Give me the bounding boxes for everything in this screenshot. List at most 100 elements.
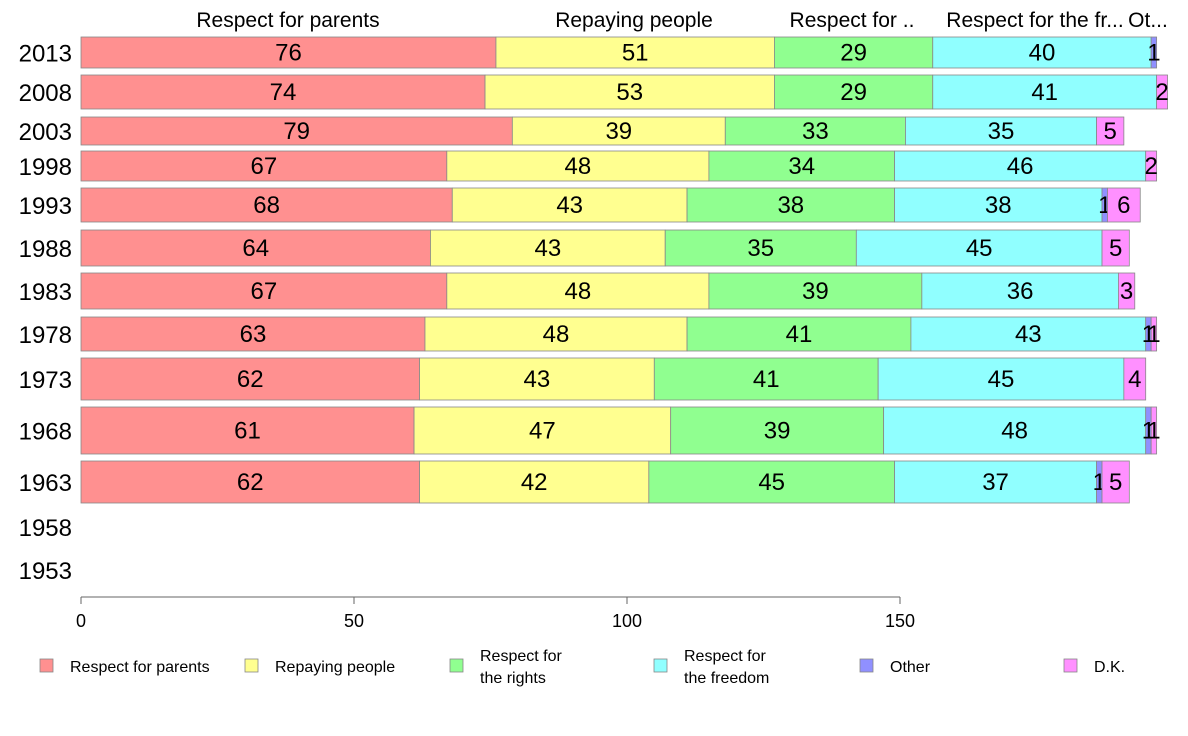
data-label: 33 bbox=[802, 118, 829, 145]
bar-segment bbox=[484, 74, 775, 110]
data-label: 62 bbox=[237, 366, 264, 393]
bar-row-1988: 64 43 35 45 5 bbox=[80, 229, 1130, 267]
legend-item: Repaying people bbox=[244, 658, 395, 676]
x-axis: 0 50 100 150 bbox=[76, 596, 915, 631]
bar-segment bbox=[80, 116, 513, 146]
bar-segment bbox=[774, 36, 934, 69]
bar-segment bbox=[1145, 150, 1158, 182]
bar-segment bbox=[932, 36, 1152, 69]
data-label: 2 bbox=[1155, 79, 1168, 106]
bar-segment bbox=[894, 187, 1103, 223]
bar-segment bbox=[910, 316, 1147, 352]
legend-swatch bbox=[244, 658, 259, 673]
legend-item: Other bbox=[859, 658, 931, 676]
data-label: 43 bbox=[1015, 321, 1042, 348]
data-label: 74 bbox=[270, 79, 297, 106]
data-label: 35 bbox=[747, 235, 774, 262]
data-label: 37 bbox=[982, 469, 1009, 496]
data-label: 61 bbox=[234, 418, 261, 445]
data-label: 5 bbox=[1104, 118, 1117, 145]
data-label: 29 bbox=[840, 40, 867, 67]
year-label: 1968 bbox=[19, 419, 72, 446]
bar-segment bbox=[686, 316, 912, 352]
bar-segment bbox=[413, 406, 672, 455]
bar-segment bbox=[1101, 229, 1130, 267]
data-label: 6 bbox=[1117, 192, 1130, 219]
bar-segment bbox=[855, 229, 1103, 267]
bar-segment bbox=[446, 272, 710, 310]
bar-segment bbox=[80, 36, 497, 69]
bar-segment bbox=[419, 357, 655, 401]
data-label: 48 bbox=[565, 278, 592, 305]
bar-row-1968: 61 47 39 48 11 bbox=[80, 406, 1161, 455]
legend-label: Respect for parents bbox=[70, 659, 210, 676]
bar-segment bbox=[1150, 316, 1158, 352]
bar-segment bbox=[670, 406, 885, 455]
data-label: 29 bbox=[840, 79, 867, 106]
x-tick-label: 50 bbox=[344, 611, 364, 631]
bar-row-1983: 67 48 39 36 3 bbox=[80, 272, 1136, 310]
bar-segment bbox=[495, 36, 775, 69]
legend-swatch bbox=[1063, 658, 1078, 673]
bar-segment bbox=[1150, 406, 1158, 455]
legend-label: Other bbox=[890, 659, 931, 676]
data-label: 64 bbox=[242, 235, 269, 262]
bar-segment bbox=[708, 272, 923, 310]
year-label: 1958 bbox=[19, 515, 72, 542]
bar-segment bbox=[877, 357, 1125, 401]
bar-segment bbox=[664, 229, 857, 267]
data-label: 45 bbox=[988, 366, 1015, 393]
bar-segment bbox=[80, 74, 486, 110]
data-label: 68 bbox=[253, 192, 280, 219]
data-label: 48 bbox=[543, 321, 570, 348]
column-header: Respect for .. bbox=[790, 9, 915, 32]
year-label: 1998 bbox=[19, 154, 72, 181]
legend-item: Respect for parents bbox=[39, 658, 210, 676]
year-labels: 2013 2008 2003 1998 1993 1988 1983 1978 1973 1968… bbox=[19, 41, 72, 586]
data-label: 38 bbox=[777, 192, 804, 219]
data-label: 1 bbox=[1147, 321, 1160, 348]
x-tick-label: 100 bbox=[612, 611, 642, 631]
data-label: 2 bbox=[1144, 153, 1157, 180]
data-label: 45 bbox=[966, 235, 993, 262]
data-label: 1 bbox=[1147, 418, 1160, 445]
data-label: 47 bbox=[529, 418, 556, 445]
bar-segment bbox=[686, 187, 895, 223]
year-label: 2013 bbox=[19, 41, 72, 68]
data-label: 41 bbox=[753, 366, 780, 393]
bar-segment bbox=[430, 229, 666, 267]
bar-segment bbox=[774, 74, 934, 110]
data-label: 79 bbox=[283, 118, 310, 145]
bar-segment bbox=[905, 116, 1097, 146]
bar-segment bbox=[708, 150, 895, 182]
data-label: 67 bbox=[251, 153, 278, 180]
column-header: Respect for parents bbox=[196, 9, 379, 32]
bar-segment bbox=[724, 116, 906, 146]
data-label: 48 bbox=[1001, 418, 1028, 445]
bar-segment bbox=[1123, 357, 1147, 401]
bar-segment bbox=[1107, 187, 1141, 223]
year-label: 2003 bbox=[19, 119, 72, 146]
year-label: 1963 bbox=[19, 470, 72, 497]
bar-row-1998: 67 48 34 46 2 bbox=[80, 150, 1158, 182]
data-label: 41 bbox=[786, 321, 813, 348]
bar-row-2013: 76 51 29 40 1 bbox=[80, 36, 1161, 69]
data-label: 43 bbox=[534, 235, 561, 262]
year-label: 1953 bbox=[19, 558, 72, 585]
column-header: Respect for the fr... bbox=[946, 9, 1123, 32]
bar-segment bbox=[419, 460, 650, 504]
bar-segment bbox=[932, 74, 1158, 110]
column-header: Ot... bbox=[1128, 9, 1168, 32]
bar-segment bbox=[653, 357, 879, 401]
legend-item: Respect for the freedom bbox=[653, 648, 769, 687]
legend-item: D.K. bbox=[1063, 658, 1125, 676]
data-label: 41 bbox=[1031, 79, 1058, 106]
bar-segment bbox=[1101, 460, 1130, 504]
legend: Respect for parents Repaying people Respec… bbox=[39, 648, 1125, 687]
bar-row-2003: 79 39 33 35 5 bbox=[80, 116, 1125, 146]
legend-swatch bbox=[653, 658, 668, 673]
bar-segment bbox=[80, 406, 415, 455]
data-label: 35 bbox=[988, 118, 1015, 145]
legend-item: Respect for the rights bbox=[449, 648, 562, 687]
data-label: 51 bbox=[622, 40, 649, 67]
